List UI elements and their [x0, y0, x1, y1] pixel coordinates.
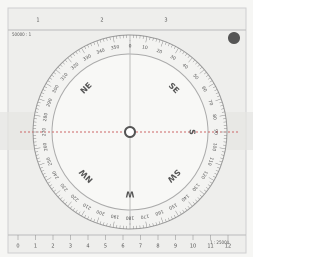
top-label: 50000 : 1 — [12, 32, 32, 37]
ruler-label: 8 — [156, 244, 159, 250]
ruler-label: 9 — [174, 244, 177, 250]
degree-label: 90 — [213, 129, 219, 135]
top-scale-label: 1 — [36, 18, 39, 24]
direction-label: W — [125, 190, 134, 199]
ruler-label: 3 — [69, 244, 72, 250]
top-scale-label: 2 — [100, 18, 103, 24]
pivot — [125, 127, 135, 137]
degree-label: 270 — [42, 128, 48, 137]
degree-label: 10 — [142, 44, 149, 51]
ruler-label: 7 — [139, 244, 142, 250]
ruler-label: 10 — [190, 244, 196, 250]
ruler-label: 1 — [34, 244, 37, 250]
top-scale-label: 3 — [164, 18, 167, 24]
ruler-label: 2 — [51, 244, 54, 250]
ruler-label: 0 — [16, 244, 19, 250]
ruler-label: 11 — [207, 244, 213, 250]
direction-label: S — [188, 129, 197, 135]
degree-label: 80 — [211, 114, 218, 121]
logo — [228, 32, 240, 44]
degree-label: 180 — [126, 215, 135, 221]
ruler-label: 12 — [225, 244, 231, 250]
ruler-label: 4 — [86, 244, 89, 250]
ruler-label: 5 — [104, 244, 107, 250]
ruler-label: 6 — [121, 244, 124, 250]
degree-label: 0 — [129, 44, 132, 50]
